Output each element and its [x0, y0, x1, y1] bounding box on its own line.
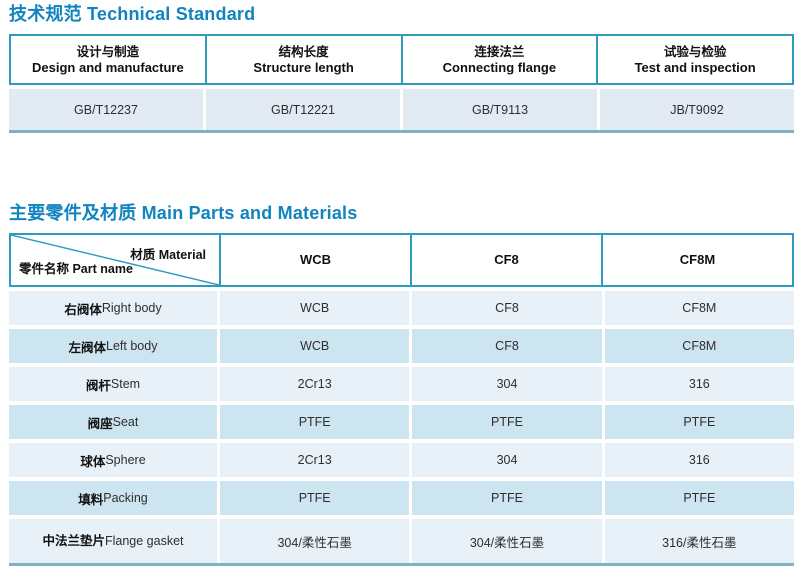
value-cell: WCB	[220, 329, 410, 363]
value-cell: PTFE	[412, 481, 602, 515]
table-row-stem: 阀杆 Stem 2Cr13 304 316	[9, 367, 794, 401]
header-cell-design-manufacture: 设计与制造 Design and manufacture	[11, 36, 205, 83]
technical-standard-header-row: 设计与制造 Design and manufacture 结构长度 Struct…	[9, 34, 794, 85]
value-cell: PTFE	[412, 405, 602, 439]
value-cell: 304	[412, 443, 602, 477]
part-name-en: Left body	[106, 339, 158, 353]
value-cell: 316/柔性石墨	[604, 519, 794, 563]
header-zh: 连接法兰	[474, 44, 525, 59]
value-cell: 304	[412, 367, 602, 401]
value-cell: GB/T12237	[9, 89, 203, 130]
value-cell: 316	[604, 443, 794, 477]
header-cell-test-inspection: 试验与检验 Test and inspection	[596, 36, 792, 83]
value-cell: JB/T9092	[600, 89, 794, 130]
header-en: Test and inspection	[634, 59, 756, 75]
header-cell-connecting-flange: 连接法兰 Connecting flange	[400, 36, 597, 83]
table-row-packing: 填料 Packing PTFE PTFE PTFE	[9, 481, 794, 515]
header-zh: 试验与检验	[663, 44, 727, 59]
value-cell: 2Cr13	[220, 443, 410, 477]
table-row-flange-gasket: 中法兰垫片 Flange gasket 304/柔性石墨 304/柔性石墨 31…	[9, 519, 794, 563]
corner-label-part-name: 零件名称 Part name	[19, 262, 133, 276]
table-bottom-rule	[9, 563, 794, 566]
value-cell: 316	[604, 367, 794, 401]
part-name-cell: 阀杆 Stem	[9, 367, 217, 401]
table-row-left-body: 左阀体 Left body WCB CF8 CF8M	[9, 329, 794, 363]
technical-standard-table: 设计与制造 Design and manufacture 结构长度 Struct…	[9, 34, 794, 133]
part-name-zh: 球体	[80, 454, 106, 469]
value-cell: PTFE	[604, 405, 794, 439]
table-bottom-rule	[9, 130, 794, 133]
technical-standard-title: 技术规范 Technical Standard	[9, 4, 256, 24]
part-name-cell: 阀座 Seat	[9, 405, 217, 439]
value-cell: CF8M	[604, 291, 794, 325]
value-cell: PTFE	[220, 481, 410, 515]
part-name-cell: 中法兰垫片 Flange gasket	[9, 519, 217, 563]
value-cell: 2Cr13	[220, 367, 410, 401]
part-name-zh: 阀杆	[85, 378, 111, 393]
corner-cell: 材质 Material 零件名称 Part name	[11, 235, 219, 285]
table-row-right-body: 右阀体 Right body WCB CF8 CF8M	[9, 291, 794, 325]
value-cell: CF8M	[604, 329, 794, 363]
header-en: Connecting flange	[442, 59, 557, 75]
header-zh: 设计与制造	[76, 44, 140, 59]
value-cell: WCB	[220, 291, 410, 325]
value-cell: PTFE	[220, 405, 410, 439]
corner-label-material: 材质 Material	[130, 248, 206, 262]
value-cell: CF8	[412, 329, 602, 363]
part-name-cell: 填料 Packing	[9, 481, 217, 515]
main-parts-materials-title: 主要零件及材质 Main Parts and Materials	[9, 203, 358, 223]
part-name-en: Packing	[103, 491, 148, 505]
header-en: Structure length	[253, 59, 354, 75]
table-row-sphere: 球体 Sphere 2Cr13 304 316	[9, 443, 794, 477]
material-column-label: WCB	[299, 252, 332, 267]
value-cell: PTFE	[604, 481, 794, 515]
part-name-cell: 球体 Sphere	[9, 443, 217, 477]
part-name-cell: 左阀体 Left body	[9, 329, 217, 363]
part-name-en: Flange gasket	[104, 533, 184, 548]
table-row-seat: 阀座 Seat PTFE PTFE PTFE	[9, 405, 794, 439]
header-cell-structure-length: 结构长度 Structure length	[204, 36, 401, 83]
material-column-label: CF8M	[679, 252, 716, 267]
value-cell: CF8	[412, 291, 602, 325]
materials-header-row: 材质 Material 零件名称 Part name WCB CF8 CF8M	[9, 233, 794, 287]
part-name-zh: 中法兰垫片	[42, 533, 105, 548]
header-zh: 结构长度	[278, 44, 329, 59]
part-name-zh: 阀座	[87, 416, 113, 431]
diagonal-line	[11, 235, 219, 285]
value-cell: 304/柔性石墨	[220, 519, 410, 563]
technical-standard-value-row: GB/T12237 GB/T12221 GB/T9113 JB/T9092	[9, 89, 794, 130]
value-cell: 304/柔性石墨	[412, 519, 602, 563]
header-cell-cf8: CF8	[410, 235, 601, 285]
header-en: Design and manufacture	[32, 59, 184, 75]
part-name-cell: 右阀体 Right body	[9, 291, 217, 325]
main-parts-materials-table: 材质 Material 零件名称 Part name WCB CF8 CF8M …	[9, 233, 794, 566]
part-name-en: Sphere	[105, 453, 146, 467]
value-cell: GB/T12221	[206, 89, 400, 130]
part-name-zh: 填料	[78, 492, 104, 507]
material-column-label: CF8	[494, 252, 519, 267]
part-name-zh: 左阀体	[68, 340, 107, 355]
header-cell-wcb: WCB	[219, 235, 410, 285]
part-name-en: Right body	[101, 301, 162, 315]
part-name-zh: 右阀体	[64, 302, 102, 317]
value-cell: GB/T9113	[403, 89, 597, 130]
header-cell-cf8m: CF8M	[601, 235, 792, 285]
part-name-en: Seat	[112, 415, 139, 429]
part-name-en: Stem	[110, 377, 141, 391]
